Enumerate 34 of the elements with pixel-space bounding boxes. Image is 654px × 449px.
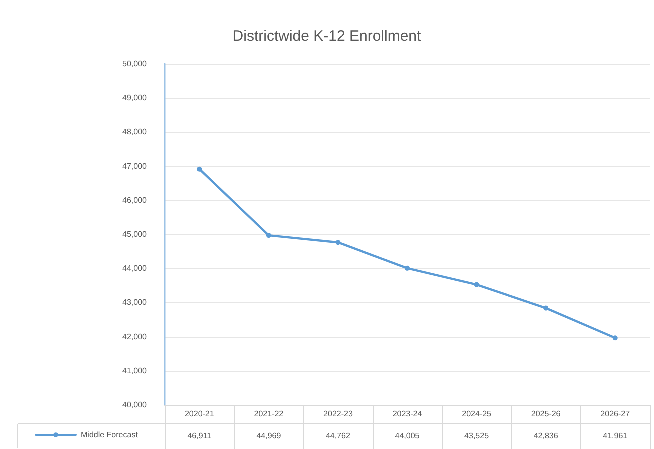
x-tick-label: 2021-22 [254,410,284,418]
data-label: 44,969 [256,432,282,440]
y-tick-label: 47,000 [122,162,148,171]
y-tick-label: 46,000 [122,196,148,205]
data-label: 41,961 [603,432,628,440]
y-tick-label: 42,000 [122,332,148,342]
y-tick-label: 43,000 [122,298,148,308]
x-tick-label: 2022-23 [324,410,354,418]
y-tick-label: 45,000 [122,230,148,239]
data-label: 43,525 [464,432,490,440]
data-label: 44,005 [395,432,420,440]
point [544,306,549,311]
y-tick-label: 40,000 [122,400,148,410]
x-tick-label: 2020-21 [184,410,215,418]
y-tick-label: 49,000 [122,94,148,103]
y-tick-label: 44,000 [122,264,148,274]
point [266,233,272,238]
point [612,336,618,341]
data-label: 44,762 [326,432,351,440]
x-tick-label: 2025-26 [531,410,562,418]
x-tick-label: 2026-27 [600,410,631,418]
y-tick-label: 48,000 [122,128,148,137]
point [405,266,410,271]
legend-label: Middle Forecast [81,430,139,440]
y-tick-label: 50,000 [122,60,148,68]
point [336,240,341,246]
point [474,282,480,288]
x-tick-label: 2023-24 [392,410,423,418]
x-tick-label: 2024-25 [462,410,492,418]
chart-title: Districtwide K-12 Enrollment [232,28,422,45]
data-label: 46,911 [188,432,212,440]
y-tick-label: 41,000 [122,366,148,376]
data-label: 42,836 [534,432,559,440]
point [197,166,202,172]
